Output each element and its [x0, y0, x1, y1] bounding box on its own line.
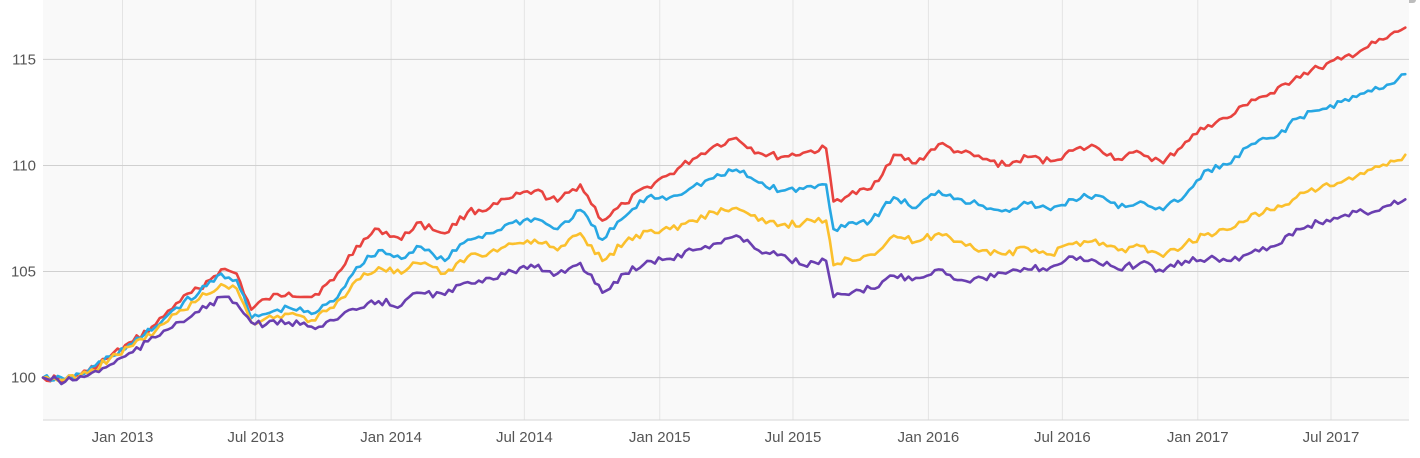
y-tick-label-2: 110	[12, 157, 36, 174]
series-line-2	[41, 153, 1407, 382]
series-layer	[41, 26, 1407, 386]
y-tick-label-0: 100	[11, 370, 36, 387]
x-tick-label-0: Jan 2013	[92, 429, 154, 446]
x-tick-label-3: Jul 2014	[496, 429, 553, 446]
x-tick-label-9: Jul 2017	[1303, 429, 1360, 446]
x-tick-label-4: Jan 2015	[629, 429, 691, 446]
series-line-3	[41, 198, 1407, 386]
x-tick-label-2: Jan 2014	[360, 429, 422, 446]
y-axis-labels: 100 105 110 115	[11, 51, 36, 386]
series-line-1	[41, 72, 1407, 382]
y-tick-label-3: 115	[12, 51, 36, 68]
x-tick-label-5: Jul 2015	[765, 429, 822, 446]
series-line-0	[41, 26, 1407, 384]
x-tick-label-8: Jan 2017	[1167, 429, 1229, 446]
x-tick-label-6: Jan 2016	[898, 429, 960, 446]
x-tick-label-1: Jul 2013	[227, 429, 284, 446]
y-tick-label-1: 105	[11, 264, 36, 281]
x-tick-label-7: Jul 2016	[1034, 429, 1091, 446]
horizontal-gridlines	[43, 58, 1409, 379]
x-axis-labels: Jan 2013 Jul 2013 Jan 2014 Jul 2014 Jan 2015…	[92, 429, 1360, 446]
